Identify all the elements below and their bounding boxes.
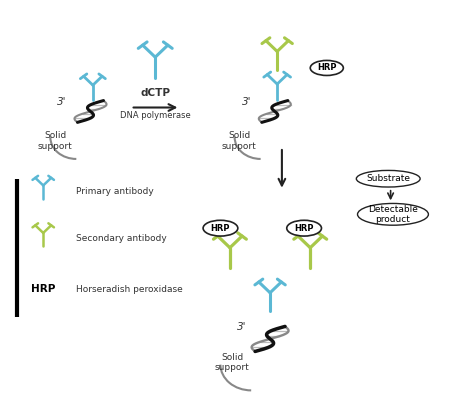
Text: DNA polymerase: DNA polymerase	[120, 111, 191, 119]
Text: 3': 3'	[237, 322, 246, 332]
Ellipse shape	[310, 60, 343, 75]
Ellipse shape	[356, 170, 420, 187]
Text: 3': 3'	[242, 96, 251, 106]
Text: Horseradish peroxidase: Horseradish peroxidase	[76, 285, 183, 294]
Text: Detectable
product: Detectable product	[368, 204, 418, 224]
Ellipse shape	[287, 220, 321, 236]
Text: HRP: HRP	[294, 224, 314, 233]
Text: HRP: HRP	[31, 285, 55, 295]
Text: dCTP: dCTP	[140, 88, 170, 98]
Ellipse shape	[357, 203, 428, 225]
Text: 3': 3'	[57, 96, 67, 106]
Text: Substrate: Substrate	[366, 174, 410, 183]
Text: Solid
support: Solid support	[222, 131, 257, 151]
Text: Solid
support: Solid support	[37, 131, 73, 151]
Text: Secondary antibody: Secondary antibody	[76, 234, 167, 243]
Text: HRP: HRP	[317, 64, 337, 72]
Text: Primary antibody: Primary antibody	[76, 187, 154, 196]
Text: Solid
support: Solid support	[215, 353, 250, 372]
Text: HRP: HRP	[211, 224, 230, 233]
Ellipse shape	[203, 220, 238, 236]
